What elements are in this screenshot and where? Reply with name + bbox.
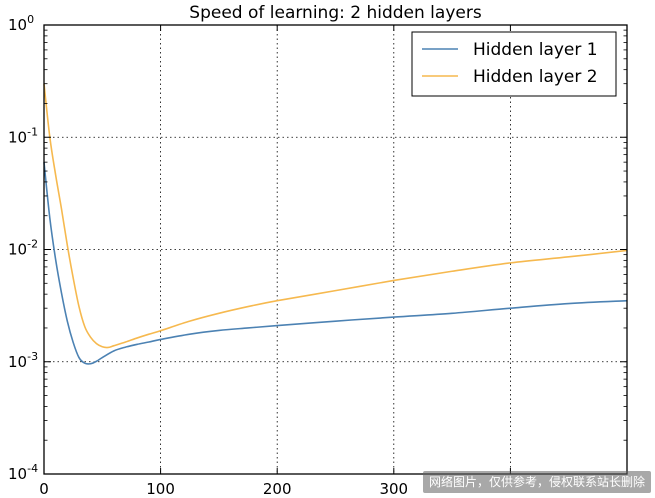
x-tick-label: 200 <box>263 480 292 498</box>
x-tick-label: 300 <box>379 480 408 498</box>
y-tick-label: 100 <box>8 13 34 34</box>
legend-label-hidden-layer-1: Hidden layer 1 <box>473 40 598 60</box>
grid <box>44 25 627 474</box>
y-tick-labels: 10-4 10-3 10-2 10-1 100 <box>8 13 38 483</box>
x-tick-labels: 0 100 200 300 <box>39 480 408 498</box>
y-tick-label: 10-4 <box>8 462 38 483</box>
y-tick-label: 10-2 <box>8 238 38 259</box>
legend-label-hidden-layer-2: Hidden layer 2 <box>473 67 598 87</box>
legend: Hidden layer 1 Hidden layer 2 <box>411 31 617 97</box>
series-line-hidden-layer-2 <box>43 83 628 349</box>
y-tick-label: 10-1 <box>8 125 38 146</box>
watermark: 网络图片，仅供参考，侵权联系站长删除 <box>422 471 651 493</box>
y-tick-label: 10-3 <box>8 350 38 371</box>
series-layer <box>43 83 628 365</box>
series-line-hidden-layer-1 <box>43 162 628 365</box>
legend-box <box>411 31 617 97</box>
x-tick-label: 0 <box>39 480 49 498</box>
x-tick-label: 100 <box>146 480 175 498</box>
chart-title: Speed of learning: 2 hidden layers <box>189 3 482 23</box>
